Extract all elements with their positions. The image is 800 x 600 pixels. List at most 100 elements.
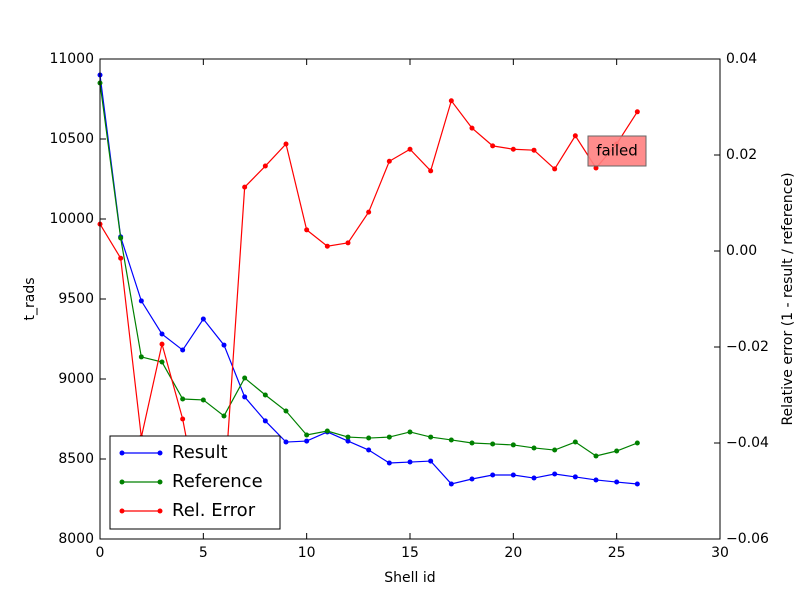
data-point — [242, 394, 248, 400]
x-tick-label: 5 — [199, 545, 208, 561]
data-point — [490, 441, 496, 447]
y-tick-label: 10000 — [49, 211, 94, 227]
data-point — [552, 447, 558, 453]
legend-label: Rel. Error — [172, 500, 256, 521]
data-point — [552, 166, 558, 172]
data-point — [283, 408, 289, 414]
data-point — [572, 474, 578, 480]
data-point — [262, 418, 268, 424]
data-point — [262, 163, 268, 169]
data-point — [366, 435, 372, 441]
data-point — [448, 437, 454, 443]
data-point — [386, 460, 392, 466]
data-point — [634, 481, 640, 487]
data-point — [221, 413, 227, 419]
data-point — [428, 168, 434, 174]
data-point — [242, 184, 248, 190]
legend-label: Reference — [172, 471, 263, 492]
legend-marker — [157, 508, 163, 514]
data-point — [324, 428, 330, 434]
data-point — [304, 432, 310, 438]
data-point — [593, 165, 599, 171]
data-point — [614, 479, 620, 485]
y2-tick-label: 0.00 — [726, 243, 757, 259]
data-point — [510, 472, 516, 478]
x-tick-label: 20 — [504, 545, 522, 561]
legend-marker — [119, 479, 125, 485]
data-point — [407, 146, 413, 152]
data-point — [200, 397, 206, 403]
data-point — [531, 475, 537, 481]
data-point — [634, 109, 640, 115]
data-point — [593, 453, 599, 459]
data-point — [324, 243, 330, 249]
data-point — [448, 98, 454, 104]
data-point — [242, 375, 248, 381]
data-point — [138, 354, 144, 360]
y-tick-label: 11000 — [49, 51, 94, 67]
plot-frame — [99, 58, 721, 540]
y-tick-label: 9000 — [58, 371, 94, 387]
data-point — [448, 481, 454, 487]
data-point — [510, 442, 516, 448]
data-point — [304, 438, 310, 444]
data-point — [180, 416, 186, 422]
annotation-text: failed — [596, 142, 638, 160]
y2-tick-label: −0.02 — [726, 339, 769, 355]
data-point — [572, 133, 578, 139]
series — [97, 80, 640, 459]
data-point — [469, 476, 475, 482]
data-point — [366, 447, 372, 453]
y2-tick-label: 0.02 — [726, 147, 757, 163]
y2-tick-label: −0.04 — [726, 435, 769, 451]
data-point — [262, 392, 268, 398]
x-tick-label: 0 — [96, 545, 105, 561]
data-point — [469, 440, 475, 446]
data-point — [304, 227, 310, 233]
data-point — [159, 359, 165, 365]
data-point — [345, 240, 351, 246]
y-tick-label: 10500 — [49, 131, 94, 147]
y2-tick-label: 0.04 — [726, 51, 757, 67]
data-point — [345, 438, 351, 444]
legend-marker — [157, 479, 163, 485]
data-point — [118, 255, 124, 261]
y2-axis-label: Relative error (1 - result / reference) — [780, 172, 796, 425]
data-point — [572, 439, 578, 445]
data-point — [386, 434, 392, 440]
y-tick-label: 8000 — [58, 531, 94, 547]
data-point — [407, 459, 413, 465]
data-point — [490, 472, 496, 478]
x-tick-label: 10 — [298, 545, 316, 561]
legend-marker — [119, 450, 125, 456]
data-point — [634, 440, 640, 446]
data-point — [510, 146, 516, 152]
legend-label: Result — [172, 442, 228, 463]
data-point — [593, 477, 599, 483]
legend-marker — [119, 508, 125, 514]
data-point — [428, 434, 434, 440]
data-point — [180, 396, 186, 402]
series — [97, 72, 640, 487]
data-point — [386, 158, 392, 164]
data-point — [200, 316, 206, 322]
x-tick-label: 15 — [401, 545, 419, 561]
data-point — [531, 147, 537, 153]
data-point — [283, 141, 289, 147]
x-axis-label: Shell id — [384, 570, 435, 586]
data-point — [159, 341, 165, 347]
data-point — [138, 298, 144, 304]
x-tick-label: 25 — [608, 545, 626, 561]
data-point — [428, 458, 434, 464]
data-point — [159, 331, 165, 337]
y2-tick-label: −0.06 — [726, 531, 769, 547]
legend-marker — [157, 450, 163, 456]
y-tick-label: 8500 — [58, 451, 94, 467]
data-point — [614, 448, 620, 454]
data-point — [366, 209, 372, 215]
data-point — [490, 143, 496, 149]
y-tick-label: 9500 — [58, 291, 94, 307]
data-point — [345, 434, 351, 440]
data-point — [221, 342, 227, 348]
